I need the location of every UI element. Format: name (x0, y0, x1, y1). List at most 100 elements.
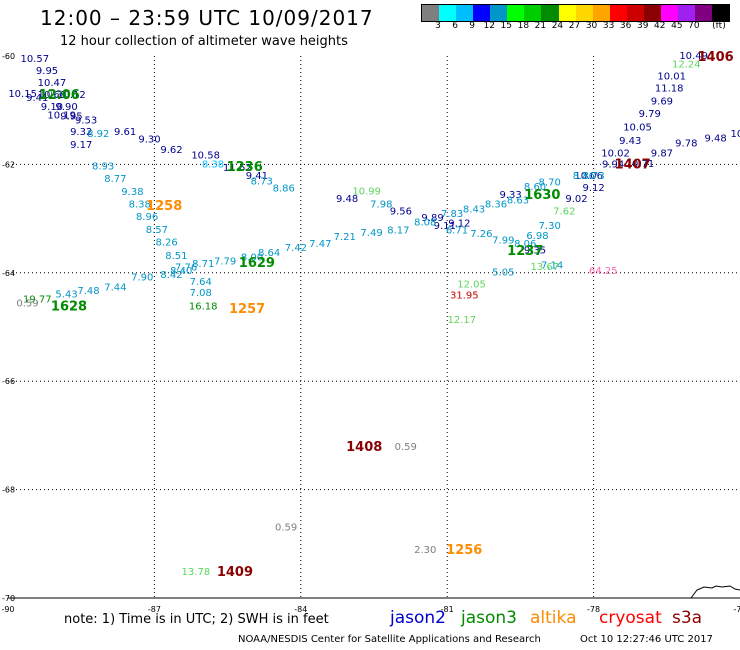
wave-height-value: 12.17 (448, 315, 477, 326)
wave-height-value: 10.58 (191, 151, 220, 162)
wave-height-value: 8.38 (202, 159, 224, 170)
color-scale-bar (421, 4, 730, 22)
wave-height-value: 8.60 (524, 182, 546, 193)
wave-height-value: 8.93 (92, 161, 114, 172)
y-tick-label: -60 (2, 52, 15, 61)
wave-height-value: 8.73 (582, 171, 604, 182)
wave-height-value: 8.08 (414, 217, 436, 228)
wave-height-value: 9.79 (639, 109, 661, 120)
page-title: 12:00 – 23:59 UTC 10/09/2017 (40, 6, 374, 30)
wave-height-value: 5.43 (55, 289, 77, 300)
wave-height-value: 8.77 (104, 174, 126, 185)
wave-height-value: 7.79 (214, 256, 236, 267)
pass-time-label: 1406 (698, 50, 734, 65)
mission-jason2: jason2 (390, 608, 446, 628)
wave-height-value: 9.90 (55, 102, 77, 113)
wave-height-value: 7.14 (541, 261, 563, 272)
scale-label: 36 (619, 21, 632, 31)
x-tick-label: -87 (148, 605, 161, 614)
wave-height-value: 0.59 (275, 522, 297, 533)
scale-swatch (524, 5, 542, 21)
scale-swatch (541, 5, 559, 21)
wave-height-value: 8.42 (160, 270, 182, 281)
pass-time-label: 1407 (615, 157, 651, 172)
pass-time-label: 1236 (227, 160, 263, 175)
scale-swatch (473, 5, 491, 21)
scale-label: 30 (585, 21, 598, 31)
scale-swatch (712, 5, 730, 21)
wave-height-value: 8.86 (273, 184, 295, 195)
wave-height-value: 7.64 (190, 277, 212, 288)
wave-height-value: 8.38 (129, 199, 151, 210)
scale-label: 42 (654, 21, 666, 31)
wave-height-value: 12.24 (672, 60, 701, 71)
wave-height-value: 7.47 (309, 239, 331, 250)
wave-height-value: 9.62 (160, 145, 182, 156)
x-tick-label: -90 (1, 605, 14, 614)
wave-height-value: 7.30 (539, 221, 561, 232)
wave-height-value: 7.98 (370, 199, 392, 210)
wave-height-value: 10.21 (40, 89, 69, 100)
scale-label: 24 (551, 21, 564, 31)
wave-height-value: 9.30 (138, 134, 160, 145)
wave-height-value: 9.17 (70, 140, 92, 151)
scale-swatch (456, 5, 474, 21)
scale-label: 3 (435, 21, 441, 31)
pass-time-label: 1237 (507, 244, 543, 259)
wave-height-value: 8.17 (387, 225, 409, 236)
wave-height-value: 6.71 (446, 225, 468, 236)
wave-height-value: 9.87 (651, 148, 673, 159)
wave-height-value: 9.32 (70, 127, 92, 138)
wave-height-value: 13.78 (182, 567, 211, 578)
wave-height-value: 10.15 (8, 89, 37, 100)
wave-height-value: 19.77 (23, 294, 52, 305)
scale-swatch (677, 5, 695, 21)
pass-time-label: 1409 (217, 565, 253, 580)
scale-label: 21 (534, 21, 547, 31)
wave-height-value: 8.64 (258, 248, 280, 259)
scale-swatch (643, 5, 661, 21)
wave-height-value: 9.53 (75, 115, 97, 126)
y-tick-label: -64 (2, 269, 15, 278)
pass-time-label: 1629 (239, 256, 275, 271)
wave-height-value: 9.02 (565, 194, 587, 205)
wave-height-values: 10.579.9510.4710.159.4110.6810.129.109.9… (8, 51, 740, 578)
x-tick-label: -84 (294, 605, 307, 614)
wave-height-value: 9.43 (619, 136, 641, 147)
coastline (690, 585, 740, 599)
wave-height-value: 7.76 (175, 262, 197, 273)
y-tick-label: -62 (2, 160, 15, 169)
wave-height-value: 10.47 (38, 78, 67, 89)
wave-height-value: 8.26 (155, 237, 177, 248)
scale-swatch (575, 5, 593, 21)
wave-height-value: 10.01 (657, 72, 686, 83)
wave-height-value: 8.70 (539, 178, 561, 189)
scale-label: 18 (517, 21, 530, 31)
wave-height-value: 9.95 (36, 66, 58, 77)
wave-height-value: 12.05 (457, 280, 486, 291)
wave-height-value: 10.19 (47, 111, 76, 122)
scale-label: 12 (483, 21, 495, 31)
wave-height-value: 7.99 (492, 236, 514, 247)
mission-s3a: s3a (672, 608, 703, 628)
x-tick-label: -78 (587, 605, 600, 614)
wave-height-value: 7.49 (360, 228, 382, 239)
scale-label: 15 (500, 21, 512, 31)
wave-height-value: 9.94 (602, 159, 624, 170)
generation-timestamp: Oct 10 12:27:46 UTC 2017 (580, 634, 713, 645)
wave-height-value: 11.62 (223, 163, 252, 174)
scale-label: 27 (568, 21, 581, 31)
wave-height-value: 11.18 (655, 83, 684, 94)
wave-height-value: 8.92 (87, 129, 109, 140)
x-tick-label: -81 (441, 605, 454, 614)
scale-swatch (695, 5, 713, 21)
wave-height-value: 10.02 (601, 148, 630, 159)
wave-height-value: 7.42 (285, 243, 307, 254)
wave-height-value: 9.33 (500, 190, 522, 201)
wave-height-value: 8.00 (241, 253, 263, 264)
wave-height-value: 9.48 (336, 194, 358, 205)
wave-height-value: 10.71 (626, 159, 655, 170)
wave-height-value: 6.98 (526, 231, 548, 242)
scale-label: 6 (452, 21, 458, 31)
